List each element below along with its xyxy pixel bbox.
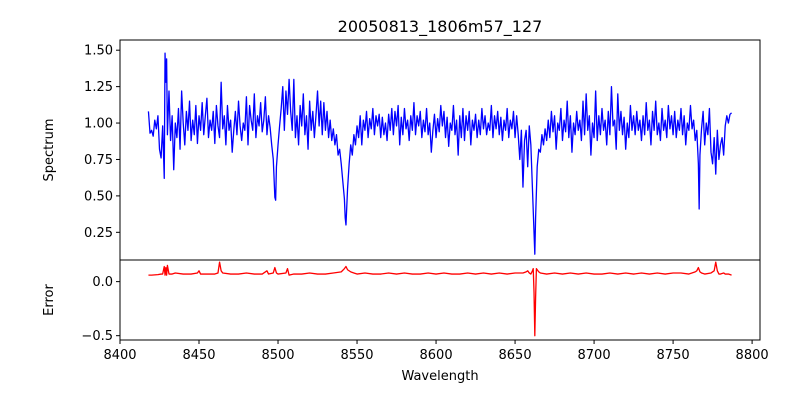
spectrum-y-tick-label: 0.50: [84, 189, 113, 204]
x-tick-label: 8800: [736, 348, 769, 363]
error-line: [148, 261, 732, 337]
x-tick-label: 8700: [578, 348, 611, 363]
x-tick-label: 8750: [657, 348, 690, 363]
spectrum-line: [147, 52, 732, 255]
error-y-ticks: 0.0 −0.5: [81, 275, 120, 344]
x-tick-label: 8400: [103, 348, 136, 363]
spectrum-y-ticks: 0.25 0.50 0.75 1.00 1.25 1.50: [84, 44, 120, 241]
error-series: [148, 261, 732, 337]
error-y-tick-label: −0.5: [81, 329, 113, 344]
x-tick-label: 8500: [261, 348, 294, 363]
spectrum-y-tick-label: 1.50: [84, 44, 113, 59]
x-axis-label: Wavelength: [401, 369, 478, 384]
chart-title: 20050813_1806m57_127: [338, 17, 543, 37]
spectrum-y-tick-label: 1.00: [84, 117, 113, 132]
spectrum-y-tick-label: 0.75: [84, 153, 113, 168]
x-tick-label: 8550: [340, 348, 373, 363]
error-y-axis-label: Error: [42, 284, 57, 316]
spectrum-y-tick-label: 0.25: [84, 226, 113, 241]
x-axis-ticks: 8400 8450 8500 8550 8600 8650 8700 8750 8800: [103, 340, 769, 363]
error-panel: 0.0 −0.5: [81, 259, 761, 344]
error-axes-frame: [119, 259, 761, 341]
spectrum-y-tick-label: 1.25: [84, 80, 113, 95]
x-tick-label: 8650: [499, 348, 532, 363]
spectrum-y-axis-label: Spectrum: [42, 119, 57, 182]
error-y-tick-label: 0.0: [92, 275, 113, 290]
x-tick-label: 8600: [420, 348, 453, 363]
x-tick-label: 8450: [182, 348, 215, 363]
spectrum-series: [147, 52, 732, 255]
